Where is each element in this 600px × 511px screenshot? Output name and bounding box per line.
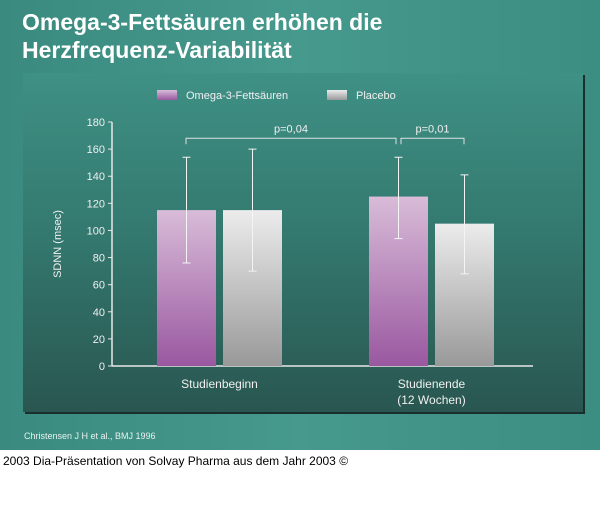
legend-swatch (157, 90, 177, 100)
x-tick-label: Studienbeginn (181, 377, 258, 391)
y-tick-label: 80 (93, 253, 105, 265)
significance-bracket (400, 137, 465, 145)
y-tick-label: 160 (87, 144, 105, 156)
legend-label: Placebo (356, 90, 396, 102)
title-line-1: Omega-3-Fettsäuren erhöhen die (22, 9, 383, 35)
y-tick-label: 120 (87, 198, 105, 210)
y-axis-label: SDNN (msec) (52, 210, 64, 278)
y-tick-label: 180 (87, 117, 105, 129)
p-value-label: p=0,01 (416, 123, 450, 135)
citation: Christensen J H et al., BMJ 1996 (24, 431, 156, 441)
footer-caption: 2003 Dia-Präsentation von Solvay Pharma … (3, 454, 349, 468)
significance-bracket (185, 137, 397, 145)
slide: Omega-3-Fettsäuren erhöhen die Herzfrequ… (0, 0, 600, 450)
y-tick-label: 100 (87, 225, 105, 237)
x-tick-label: Studienende (398, 377, 466, 391)
y-tick-label: 40 (93, 307, 105, 319)
legend-swatch (327, 90, 347, 100)
y-tick-label: 140 (87, 171, 105, 183)
y-tick-label: 0 (99, 361, 105, 373)
legend-label: Omega-3-Fettsäuren (186, 90, 288, 102)
slide-title: Omega-3-Fettsäuren erhöhen die Herzfrequ… (22, 8, 382, 64)
p-value-label: p=0,04 (274, 123, 308, 135)
bar-chart: 0 20 40 60 80 100 120 140 160 180 SDNN (msec) Studi… (52, 90, 533, 407)
y-tick-label: 60 (93, 280, 105, 292)
x-tick-label: (12 Wochen) (397, 393, 465, 407)
title-line-2: Herzfrequenz-Variabilität (22, 37, 292, 63)
y-tick-label: 20 (93, 334, 105, 346)
